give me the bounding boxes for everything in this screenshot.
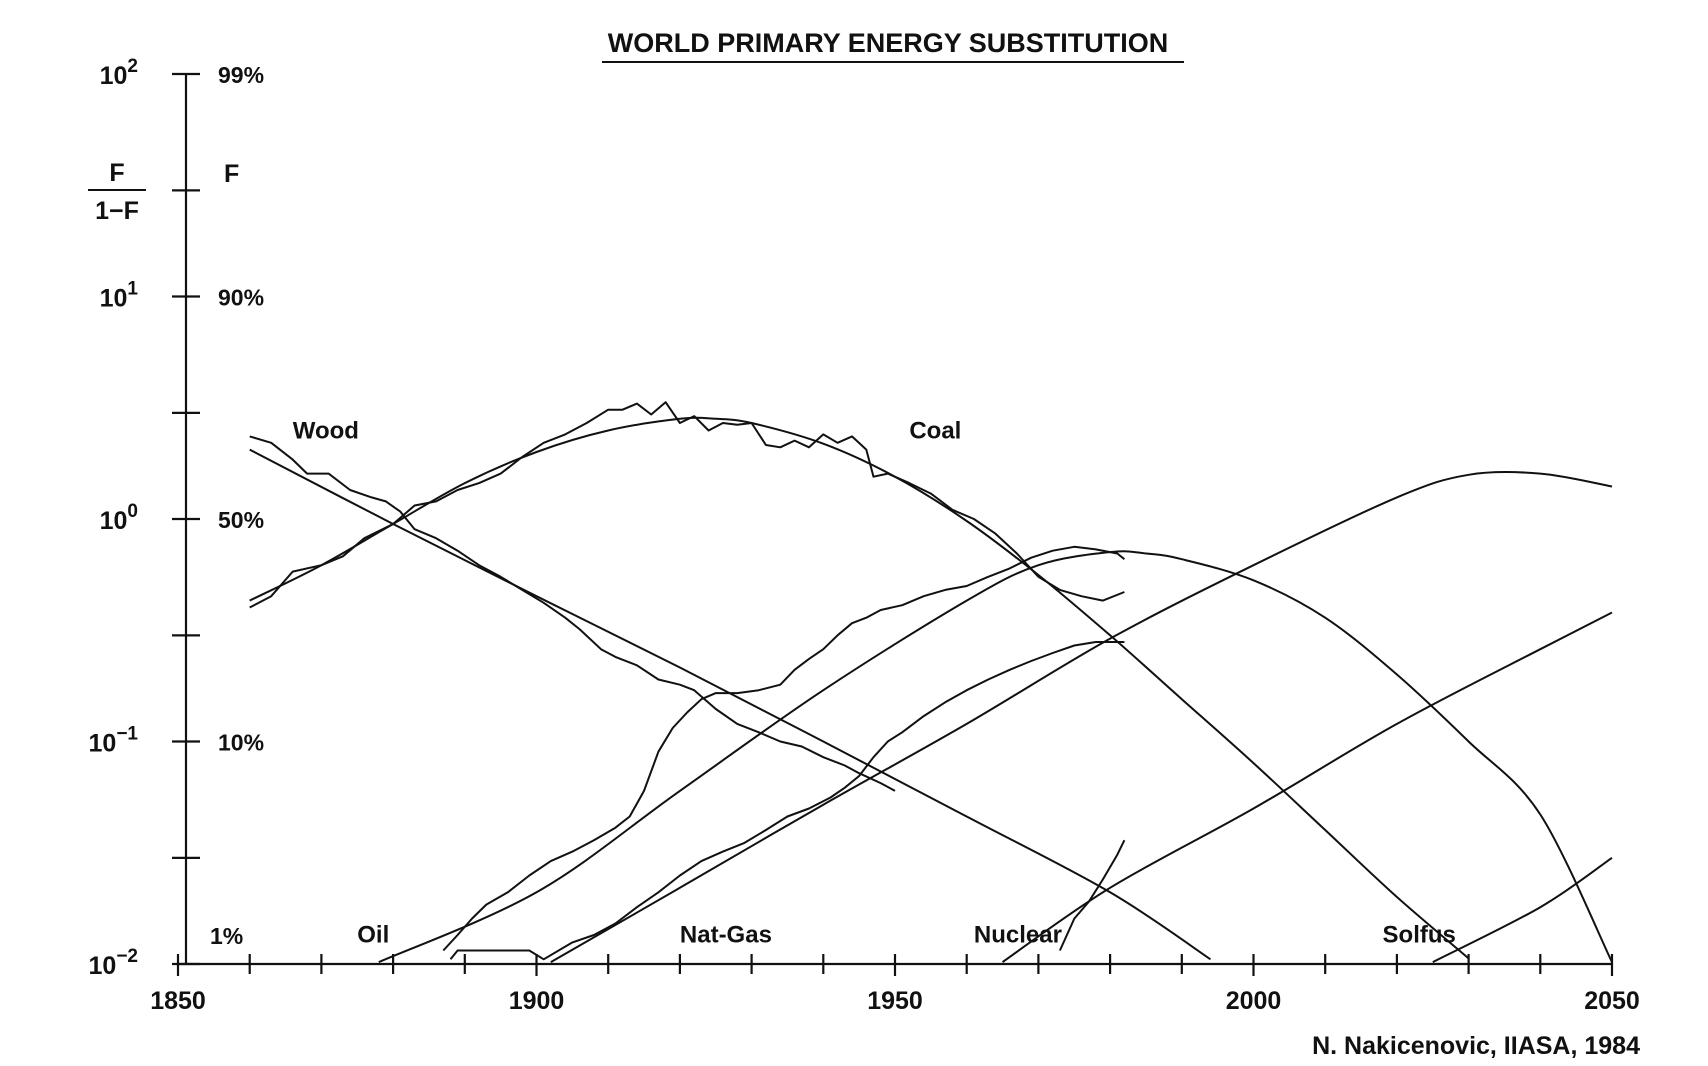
nuclear-fit-curve — [1001, 611, 1613, 963]
x-tick-labels: 1850 1900 1950 2000 2050 — [150, 987, 1640, 1015]
coal-observed-curve — [249, 401, 1125, 609]
axes — [172, 72, 1614, 976]
x-tick-label: 2050 — [1584, 987, 1640, 1015]
series-label-nuclear: Nuclear — [974, 921, 1062, 948]
oil-observed-curve — [442, 545, 1126, 952]
x-tick-label: 2000 — [1226, 987, 1282, 1015]
series-label-wood: Wood — [293, 418, 359, 445]
series-label-solfus: Solfus — [1383, 921, 1456, 948]
y-tick-label: 10−2 — [89, 946, 138, 980]
solfus-fit-curve — [1432, 856, 1613, 963]
nuclear-observed-curve — [1058, 839, 1126, 951]
nat-gas-observed-curve — [449, 641, 1125, 961]
y-tick-label: 100 — [100, 501, 138, 535]
y-pct-label: 10% — [218, 730, 264, 756]
series-labels: Wood Coal Oil Nat-Gas Nuclear Solfus — [293, 418, 1456, 949]
y-tick-labels: 10−2 10−1 10% 100 50% 101 90% 102 99% — [89, 56, 265, 980]
y-tick-label: 101 — [100, 279, 139, 313]
chart-title: WORLD PRIMARY ENERGY SUBSTITUTION — [608, 28, 1169, 58]
y-axis-label-numerator: F — [109, 159, 124, 187]
y-tick-label: 10−1 — [89, 724, 139, 758]
pct-label-1: 1% — [210, 923, 243, 949]
wood-observed-curve — [249, 435, 896, 792]
y-axis-secondary-label: F — [224, 160, 239, 188]
series-label-oil: Oil — [357, 921, 389, 948]
y-pct-label: 90% — [218, 285, 264, 311]
credit-line: N. Nakicenovic, IIASA, 1984 — [1312, 1032, 1640, 1060]
x-tick-label: 1850 — [150, 987, 206, 1015]
y-tick-label: 102 — [100, 56, 138, 90]
coal-fit-curve — [249, 416, 1470, 960]
y-axis-label-denominator: 1−F — [95, 197, 139, 225]
nat-gas-fit-curve — [550, 470, 1613, 963]
x-tick-label: 1900 — [509, 987, 565, 1015]
series-label-nat-gas: Nat-Gas — [680, 921, 772, 948]
y-pct-label: 99% — [218, 62, 264, 88]
series-label-coal: Coal — [909, 418, 961, 445]
wood-fit-curve — [249, 448, 1212, 961]
historical-data-curves — [249, 401, 1126, 961]
oil-fit-curve — [378, 550, 1613, 964]
y-pct-label: 50% — [218, 507, 264, 533]
x-tick-label: 1950 — [867, 987, 923, 1015]
logistic-fit-curves — [249, 416, 1613, 964]
